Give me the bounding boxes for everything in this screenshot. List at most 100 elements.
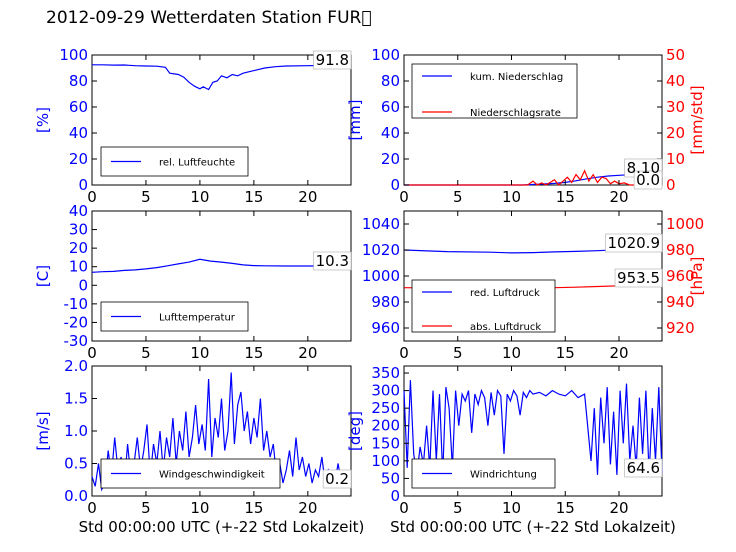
x-tick-label: 15 xyxy=(556,188,575,206)
y2-tick-label: 1000 xyxy=(666,215,704,233)
x-tick-label: 20 xyxy=(298,499,317,517)
current-value-box xyxy=(322,469,352,489)
y-tick-label: 960 xyxy=(371,319,400,337)
x-tick-label: 5 xyxy=(453,188,463,206)
legend-box xyxy=(411,63,578,119)
x-tick-label: 10 xyxy=(502,188,521,206)
y-tick-label: 40 xyxy=(69,202,88,220)
y-tick-label: 1040 xyxy=(362,215,400,233)
x-tick-label: 10 xyxy=(190,499,209,517)
current-value-box xyxy=(605,233,663,253)
y-tick-label: 0 xyxy=(390,487,400,505)
y-tick-label: 0.0 xyxy=(64,487,88,505)
legend-label: Lufttemperatur xyxy=(159,313,236,324)
y-axis-label: [C] xyxy=(34,265,52,287)
x-tick-label: 15 xyxy=(244,188,263,206)
current-value-box xyxy=(633,170,663,190)
x-tick-label: 10 xyxy=(502,499,521,517)
y-tick-label: 20 xyxy=(69,150,88,168)
x-tick-label: 0 xyxy=(87,188,97,206)
y-tick-label: 0 xyxy=(390,176,400,194)
series-line-1 xyxy=(91,372,351,492)
y-tick-label: 0.5 xyxy=(64,455,88,473)
x-tick-label: 10 xyxy=(502,344,521,362)
y-tick-label: 80 xyxy=(69,72,88,90)
x-tick-label: 20 xyxy=(298,344,317,362)
y2-tick-label: 40 xyxy=(666,72,685,90)
x-axis-label: Std 00:00:00 UTC (+-22 Std Lokalzeit) xyxy=(390,518,676,536)
y-tick-label: 40 xyxy=(381,124,400,142)
series-line-1 xyxy=(91,258,351,273)
current-value-label: 64.6 xyxy=(627,459,660,477)
y2-tick-label: 960 xyxy=(666,267,695,285)
x-tick-label: 20 xyxy=(609,499,628,517)
x-tick-label: 0 xyxy=(87,344,97,362)
legend-label: rel. Luftfeuchte xyxy=(159,158,235,169)
y-axis-label: [mm] xyxy=(346,100,364,141)
y-tick-label: 0 xyxy=(78,276,88,294)
y-tick-label: 1.5 xyxy=(64,390,88,408)
chart-panel-6 xyxy=(403,365,663,497)
legend-label: abs. Luftdruck xyxy=(470,322,541,333)
current-value-label: 91.8 xyxy=(316,51,349,69)
current-value-label: 953.5 xyxy=(617,269,660,287)
y-tick-label: 20 xyxy=(381,150,400,168)
y-tick-label: 0 xyxy=(78,176,88,194)
legend-label: Niederschlagsrate xyxy=(470,108,561,119)
y-tick-label: 30 xyxy=(69,221,88,239)
current-value-label: 0.0 xyxy=(636,171,660,189)
x-tick-label: 15 xyxy=(556,344,575,362)
y-tick-label: 100 xyxy=(59,46,88,64)
current-value-label: 8.10 xyxy=(627,159,660,177)
x-tick-label: 15 xyxy=(556,499,575,517)
x-axis-label: Std 00:00:00 UTC (+-22 Std Lokalzeit) xyxy=(79,518,365,536)
legend-label: red. Luftdruck xyxy=(470,288,540,299)
x-tick-label: 0 xyxy=(87,499,97,517)
legend-label: Windrichtung xyxy=(470,470,537,481)
series-line-1 xyxy=(92,64,352,91)
y-tick-label: 980 xyxy=(371,293,400,311)
y2-tick-label: 0 xyxy=(666,176,676,194)
current-value-label: 10.3 xyxy=(316,252,349,270)
x-tick-label: 20 xyxy=(609,188,628,206)
x-tick-label: 10 xyxy=(190,188,209,206)
y-tick-label: 250 xyxy=(371,399,400,417)
y-tick-label: 80 xyxy=(381,72,400,90)
y-tick-label: 1020 xyxy=(362,241,400,259)
y2-tick-label: 980 xyxy=(666,241,695,259)
x-tick-label: 5 xyxy=(141,344,151,362)
chart-panel-3 xyxy=(91,210,352,342)
y-tick-label: 1000 xyxy=(362,267,400,285)
y-tick-label: 350 xyxy=(371,364,400,382)
y-tick-label: 50 xyxy=(381,469,400,487)
y-tick-label: 60 xyxy=(381,98,400,116)
y-tick-label: 60 xyxy=(69,98,88,116)
x-tick-label: 20 xyxy=(609,344,628,362)
y-tick-label: 20 xyxy=(69,239,88,257)
y-axis-label: [deg] xyxy=(346,411,364,451)
x-tick-label: 5 xyxy=(141,499,151,517)
legend-label: kum. Niederschlag xyxy=(470,72,563,83)
y2-tick-label: 10 xyxy=(666,150,685,168)
y2-tick-label: 50 xyxy=(666,46,685,64)
y2-tick-label: 20 xyxy=(666,124,685,142)
current-value-box xyxy=(313,50,352,70)
y-tick-label: 150 xyxy=(371,434,400,452)
x-tick-label: 0 xyxy=(399,499,409,517)
y2-axis-label: [mm/std] xyxy=(688,85,706,154)
y2-tick-label: 920 xyxy=(666,319,695,337)
y-axis-label: [m/s] xyxy=(34,411,52,450)
x-tick-label: 5 xyxy=(453,344,463,362)
y-tick-label: 200 xyxy=(371,417,400,435)
x-tick-label: 20 xyxy=(298,188,317,206)
y-axis-label: [%] xyxy=(34,107,52,133)
y2-axis-label: [hPa] xyxy=(688,257,706,296)
y-tick-label: 2.0 xyxy=(64,357,88,375)
current-value-box xyxy=(614,268,663,288)
x-tick-label: 0 xyxy=(399,188,409,206)
y2-tick-label: 940 xyxy=(666,293,695,311)
x-tick-label: 5 xyxy=(453,499,463,517)
current-value-label: 0.2 xyxy=(325,470,349,488)
